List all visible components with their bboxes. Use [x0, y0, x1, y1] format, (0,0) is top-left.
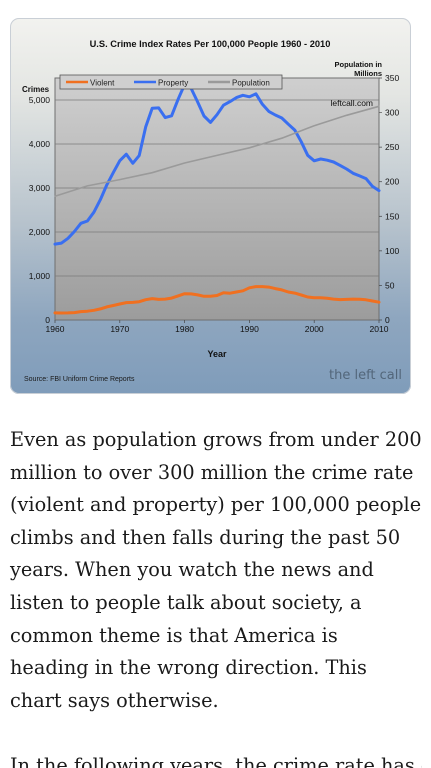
y2-tick-label: 150 — [385, 211, 399, 221]
y-tick-label: 3,000 — [29, 183, 51, 193]
y2-axis-label-line1: Population in — [335, 60, 383, 69]
y-tick-label: 2,000 — [29, 227, 51, 237]
site-label: leftcall.com — [330, 98, 373, 108]
x-tick-label: 1980 — [175, 324, 194, 334]
y2-axis-label-line2: Millions — [354, 69, 382, 78]
watermark: the left call — [329, 368, 402, 383]
plot-area — [54, 77, 380, 321]
y2-tick-label: 250 — [385, 142, 399, 152]
series-line-population — [54, 105, 380, 197]
y-axis-label: Crimes — [22, 85, 50, 94]
x-tick-label: 2000 — [305, 324, 324, 334]
x-axis-label: Year — [207, 349, 227, 359]
y2-tick-label: 350 — [385, 73, 399, 83]
y-tick-label: 0 — [45, 315, 50, 325]
source-note: Source: FBI Uniform Crime Reports — [24, 376, 135, 383]
chart-figure: 0 1,000 2,000 3,000 4,000 5,000 0 50 100 150 200 25… — [10, 18, 411, 394]
y2-tick-label: 50 — [385, 280, 395, 290]
y2-tick-label: 300 — [385, 108, 399, 118]
legend-box — [59, 74, 283, 90]
y2-tick-label: 0 — [385, 315, 390, 325]
x-tick-label: 1960 — [46, 324, 65, 334]
legend-label-violent: Violent — [90, 79, 115, 88]
y-tick-label: 5,000 — [29, 95, 51, 105]
series-line-violent — [53, 285, 381, 315]
article-next-paragraph: In the following years, the crime rate h… — [10, 754, 422, 768]
crime-rate-chart: 0 1,000 2,000 3,000 4,000 5,000 0 50 100 150 200 25… — [22, 39, 402, 383]
legend-label-population: Population — [232, 79, 270, 88]
x-tick-label: 1970 — [110, 324, 129, 334]
x-tick-label: 2010 — [370, 324, 389, 334]
series-line-property — [53, 83, 381, 246]
article-paragraph: Even as population grows from under 200 … — [10, 428, 422, 712]
legend-label-property: Property — [158, 79, 188, 88]
y-tick-label: 4,000 — [29, 139, 51, 149]
y2-tick-label: 200 — [385, 177, 399, 187]
y-tick-label: 1,000 — [29, 271, 51, 281]
y2-tick-label: 100 — [385, 246, 399, 256]
chart-title: U.S. Crime Index Rates Per 100,000 Peopl… — [90, 39, 331, 49]
x-tick-label: 1990 — [240, 324, 259, 334]
